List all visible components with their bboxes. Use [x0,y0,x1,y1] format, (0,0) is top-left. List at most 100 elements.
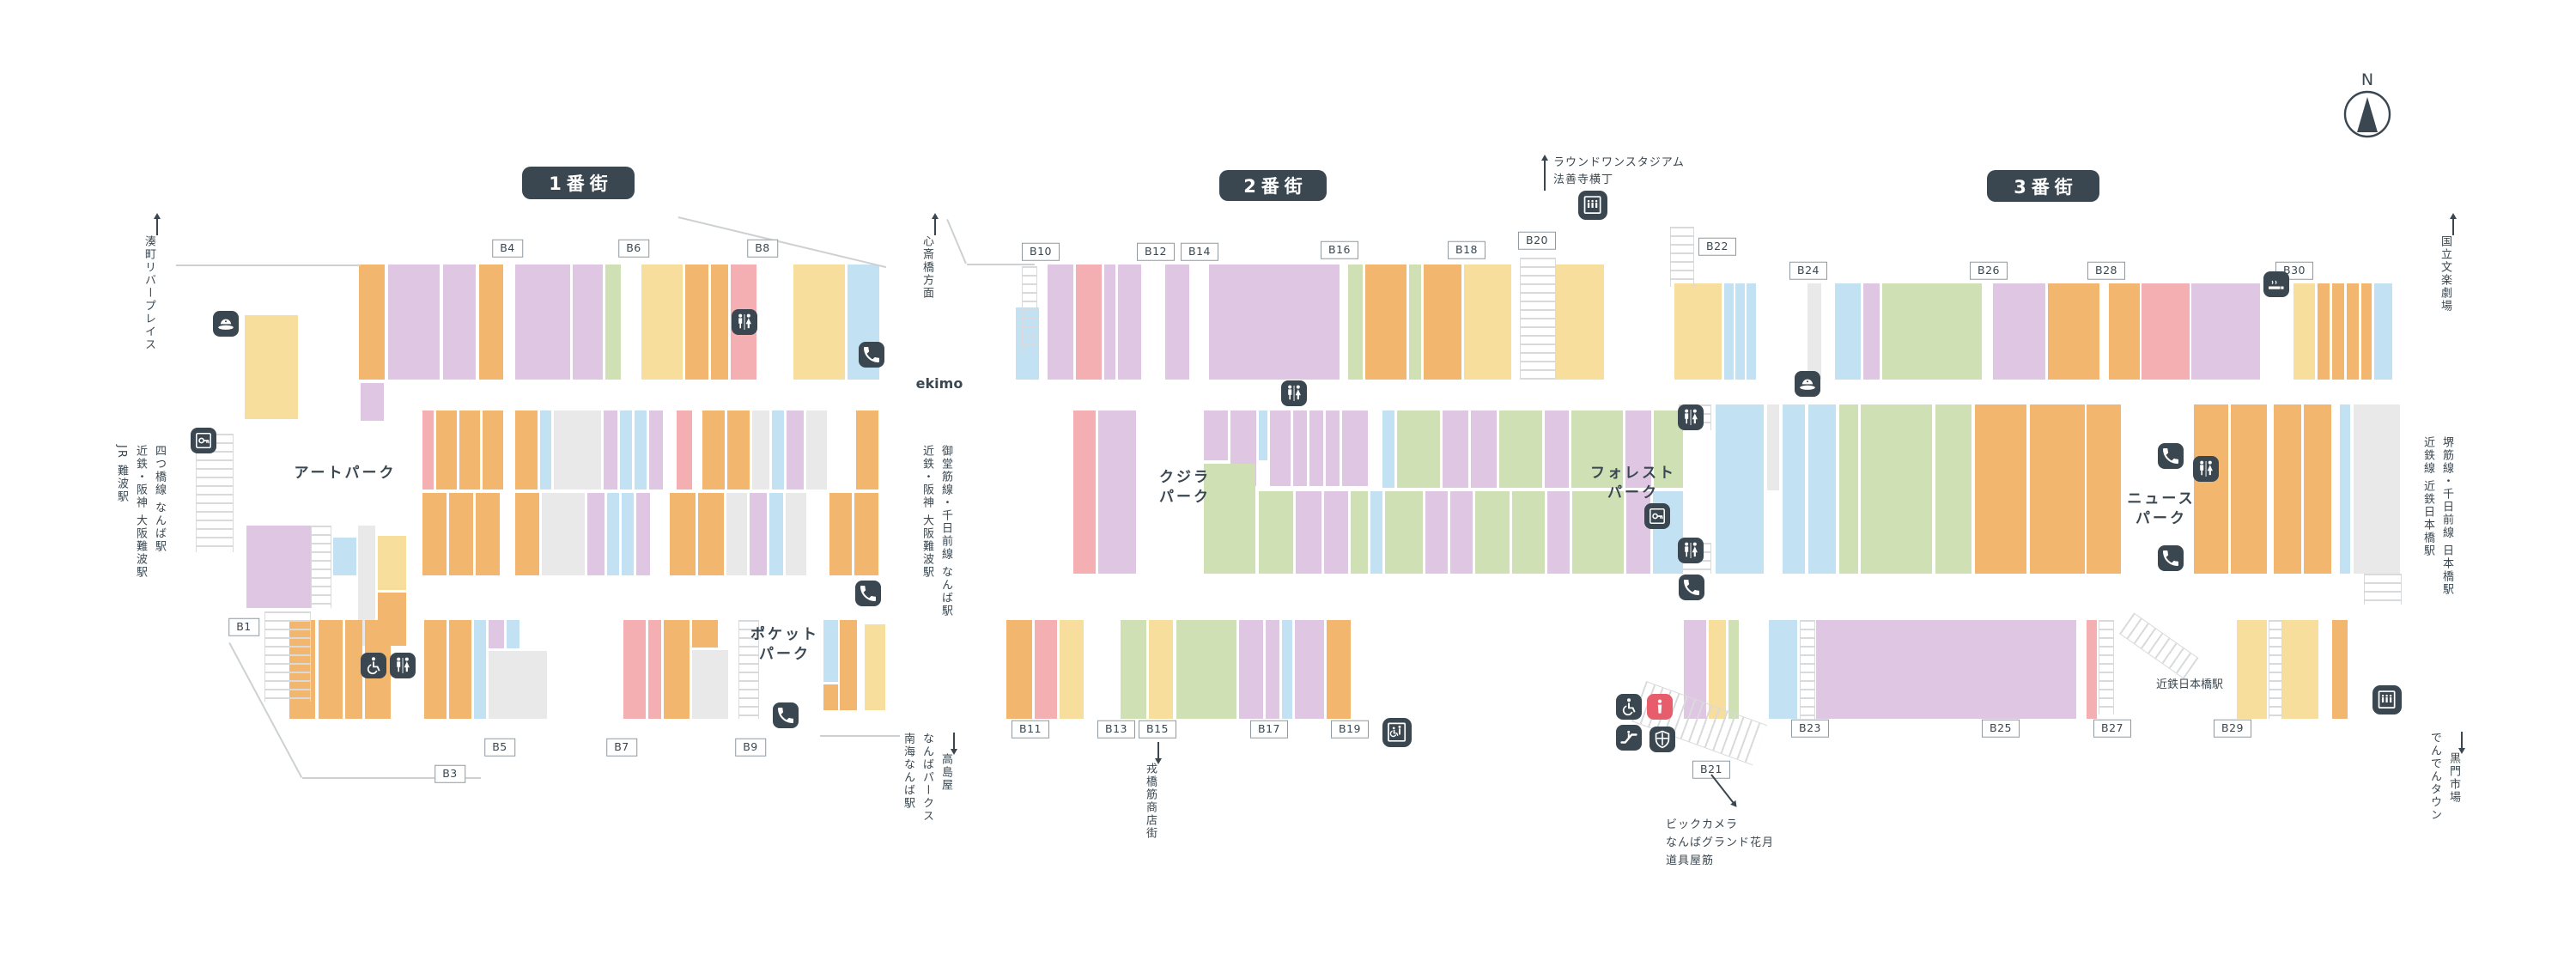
shop-block [1769,620,1797,719]
shop-block [1370,491,1382,574]
elevator-icon [2372,685,2402,714]
shop-block [2231,404,2267,574]
exit-B9: B9 [735,738,766,757]
shop-block [1993,283,2045,380]
shop-block [1149,620,1173,719]
shop-block [1397,410,1440,488]
exit-B18: B18 [1448,240,1485,259]
shop-block [422,493,447,575]
shop-block [1006,620,1032,719]
shop-block [2361,283,2372,380]
shop-block [1295,620,1324,719]
shinsaibashi-homen-annotation: 心斎橋方面 [917,213,939,300]
arrow-down-right-icon [1710,774,1737,806]
arrow-down-icon [950,733,957,755]
shop-block [2354,404,2400,574]
stairs-hatch [2099,620,2114,714]
shop-block [2109,283,2140,380]
map-outline-line [677,216,887,268]
police-box-icon [213,311,239,337]
stairs-hatch [264,611,311,702]
shop-block [1073,410,1096,574]
street-badge-1: 1番街 [522,167,635,199]
exit-B10: B10 [1022,242,1060,261]
shop-block [806,410,827,490]
exit-B27: B27 [2093,719,2131,738]
shop-block [677,410,692,490]
shop-block [2048,283,2099,380]
restroom-icon [390,653,416,678]
wheelchair-icon [1616,694,1642,720]
shop-block [2340,404,2350,574]
stairs-hatch [1022,266,1037,352]
shop-block [515,493,539,575]
shop-block [1443,410,1468,488]
shop-block [245,315,298,419]
exit-B29: B29 [2214,719,2251,738]
coin-locker-icon [191,428,216,453]
shop-block [829,493,852,575]
shop-block [424,620,447,719]
shop-block [1450,491,1473,574]
art-park-label: アートパーク [294,465,397,482]
shop-block [641,265,683,380]
shop-block [1165,265,1189,380]
coin-locker-icon [1644,503,1670,529]
shop-block [474,620,486,719]
exit-B19: B19 [1331,720,1369,739]
elevator-icon [1578,191,1607,220]
shop-block [2142,283,2190,380]
shop-block [483,410,503,490]
shop-block [1365,265,1406,380]
shop-block [692,650,728,719]
shop-block [1098,410,1136,574]
shop-block [1807,283,1821,380]
shop-block [1348,265,1363,380]
shop-block [670,493,696,575]
shop-block [2374,283,2392,380]
shop-block [2293,283,2315,380]
shop-block [449,620,471,719]
exit-B24: B24 [1789,261,1827,280]
shop-block [1118,265,1141,380]
police-box-icon [1795,371,1820,397]
shop-block [1935,404,1971,574]
shop-block [620,410,632,490]
exit-B15: B15 [1139,720,1176,739]
takashimaya-nankai-annotation: 高島屋 なんばパークス 南海なんば駅 [898,733,957,823]
shop-block [388,265,440,380]
shop-block [2030,404,2085,574]
restroom-icon [1281,380,1307,406]
stairs-hatch [2364,574,2402,605]
shop-block [1385,491,1423,574]
stairs-hatch [311,526,331,608]
street-badge-3: 3番街 [1987,170,2099,202]
shop-block [573,265,603,380]
shop-block [1863,283,1880,380]
shop-block [1808,404,1836,574]
map-outline-line [820,735,900,737]
namba-stations-mid-annotation: 御堂筋線・千日前線 なんば駅 近鉄・阪神 大阪難波駅 [920,445,952,618]
street-badge-2: 2番街 [1219,170,1327,201]
shop-block [1326,410,1340,486]
shop-block [793,265,845,380]
stairs-hatch [1520,258,1556,380]
shop-block [422,410,434,490]
map-outline-line [302,777,481,779]
exit-B22: B22 [1698,237,1736,256]
ebisubashisuji-annotation: 戎橋筋商店街 [1140,742,1162,840]
shop-block [1545,410,1569,488]
shop-block [515,410,538,490]
shop-block [1060,620,1084,719]
shop-block [1512,491,1545,574]
shop-block [361,383,384,421]
exit-B6: B6 [618,239,649,258]
shop-block [1709,620,1726,719]
map-outline-line [967,264,1035,265]
shop-block [2274,404,2301,574]
wheelchair-icon [361,653,386,678]
shop-block [587,493,605,575]
shop-block [726,493,747,575]
exit-B12: B12 [1137,242,1175,261]
bickamera-kagetsu-annotation: ビックカメラ なんばグランド花月 道具屋筋 [1666,773,1774,870]
